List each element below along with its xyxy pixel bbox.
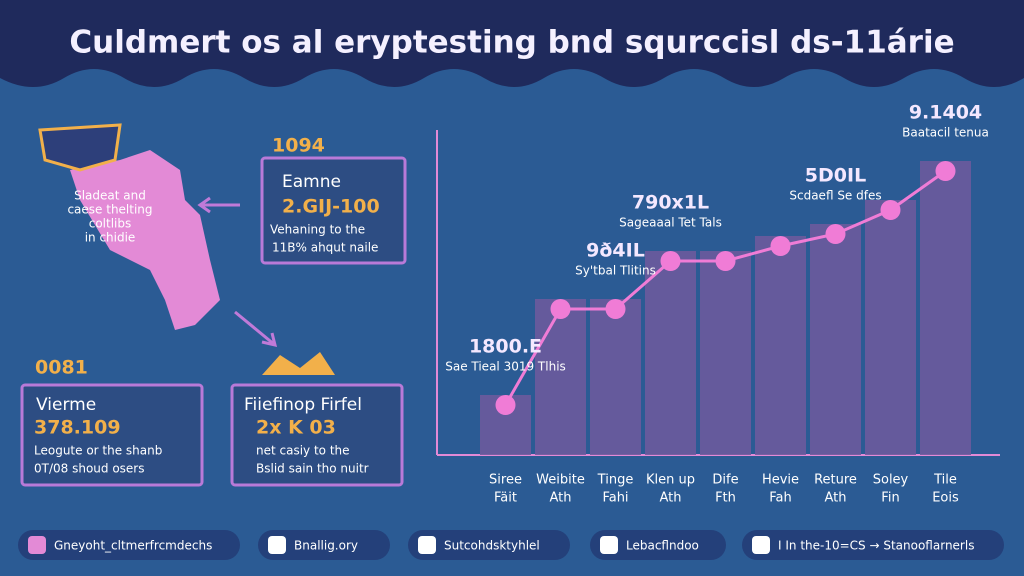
footer-icon bbox=[752, 536, 770, 554]
bar bbox=[700, 251, 751, 455]
footer-pill bbox=[590, 530, 726, 560]
footer-icon bbox=[418, 536, 436, 554]
footer-text: Gneyoht_cltmerfrcmdechs bbox=[54, 539, 212, 553]
panel-text: 11B% ahqut naile bbox=[272, 241, 378, 255]
marker bbox=[660, 251, 681, 271]
map-caption: coltlibs bbox=[89, 217, 132, 231]
footer-icon bbox=[268, 536, 286, 554]
header-band bbox=[0, 0, 1024, 87]
annotation-text: Sy'tbal Tlitins bbox=[575, 264, 656, 278]
x-tick-label: Soley bbox=[873, 473, 909, 488]
arrow bbox=[234, 310, 278, 348]
panel-text: Bslid sain tho nuitr bbox=[256, 462, 369, 476]
title: Culdmert os al eryptesting bnd squrccisl… bbox=[69, 25, 954, 61]
annotation-text: Scdaefl Se dfes bbox=[789, 189, 881, 203]
footer-pill bbox=[742, 530, 1004, 560]
emblem bbox=[262, 352, 335, 375]
marker bbox=[495, 395, 516, 415]
marker bbox=[935, 161, 956, 181]
x-tick-label: Ath bbox=[549, 491, 571, 506]
panel-value: 2x K 03 bbox=[256, 417, 336, 439]
bar bbox=[645, 251, 696, 455]
marker bbox=[770, 236, 791, 256]
arrow bbox=[197, 196, 240, 214]
x-tick-label: Fah bbox=[769, 491, 792, 506]
panel-text: Vehaning to the bbox=[270, 223, 365, 237]
map-emblem bbox=[38, 123, 122, 172]
x-tick-label: Tinge bbox=[597, 473, 634, 488]
bar bbox=[755, 236, 806, 455]
x-tick-label: Ath bbox=[824, 491, 846, 506]
annotation-text: Sageaaal Tet Tals bbox=[619, 216, 722, 230]
panel-value: 378.109 bbox=[34, 417, 121, 439]
footer-text: Bnallig.ory bbox=[294, 539, 358, 553]
marker bbox=[605, 299, 626, 319]
x-tick-label: Fin bbox=[881, 491, 899, 506]
panel bbox=[20, 383, 204, 487]
x-tick-label: Tile bbox=[933, 473, 957, 488]
x-tick-label: Ath bbox=[659, 491, 681, 506]
annotation-text: Baatacil tenua bbox=[902, 126, 989, 140]
footer-icon bbox=[600, 536, 618, 554]
bar bbox=[865, 200, 916, 455]
footer-text: Sutcohdsktyhlel bbox=[444, 539, 540, 553]
map-shape bbox=[70, 150, 220, 330]
bar bbox=[590, 299, 641, 455]
annotation-value: 790x1L bbox=[632, 192, 709, 214]
footer-pill bbox=[258, 530, 390, 560]
panel-text: 0T/08 shoud osers bbox=[34, 462, 145, 476]
panel bbox=[260, 156, 407, 265]
x-tick-label: Fahi bbox=[602, 491, 628, 506]
bar bbox=[920, 161, 971, 455]
panel-value: 2.GIJ-100 bbox=[282, 196, 380, 218]
x-tick-label: Hevie bbox=[762, 473, 799, 488]
footer-text: I In the-10=CS → Stanooflarnerls bbox=[778, 539, 974, 553]
panel bbox=[230, 383, 404, 487]
annotation-value: 1800.E bbox=[469, 336, 542, 358]
marker bbox=[550, 299, 571, 319]
bar bbox=[810, 224, 861, 455]
annotation-value: 9.1404 bbox=[909, 102, 982, 124]
panel-badge: 1094 bbox=[272, 135, 325, 157]
annotation-text: Sae Tieal 3019 Tlhis bbox=[445, 360, 566, 374]
x-tick-label: Weibite bbox=[536, 473, 585, 488]
annotation-value: 9ð4IL bbox=[586, 240, 645, 262]
footer-icon bbox=[28, 536, 46, 554]
map-caption: caese thelting bbox=[67, 203, 152, 217]
footer-pill bbox=[18, 530, 240, 560]
x-tick-label: Fth bbox=[715, 491, 736, 506]
bar bbox=[535, 299, 586, 455]
panel-heading: Fiiefinop Firfel bbox=[244, 395, 362, 415]
marker bbox=[715, 251, 736, 271]
x-tick-label: Siree bbox=[489, 473, 522, 488]
footer-text: Lebacflndoo bbox=[626, 539, 699, 553]
x-tick-label: Fäit bbox=[494, 491, 517, 506]
panel-text: net casiy to the bbox=[256, 444, 350, 458]
x-tick-label: Reture bbox=[814, 473, 857, 488]
footer-pill bbox=[408, 530, 570, 560]
annotation-value: 5D0IL bbox=[805, 165, 866, 187]
panel-badge: 0081 bbox=[35, 357, 88, 379]
panel-text: Leogute or the shanb bbox=[34, 444, 162, 458]
x-tick-label: Eois bbox=[932, 491, 959, 506]
marker bbox=[825, 224, 846, 244]
map-caption: in chidie bbox=[85, 231, 136, 245]
panel-heading: Eamne bbox=[282, 172, 341, 192]
map-caption: Sladeat and bbox=[74, 189, 146, 203]
x-tick-label: Dife bbox=[712, 473, 738, 488]
marker bbox=[880, 200, 901, 220]
panel-heading: Vierme bbox=[36, 395, 96, 415]
x-tick-label: Klen up bbox=[646, 473, 695, 488]
